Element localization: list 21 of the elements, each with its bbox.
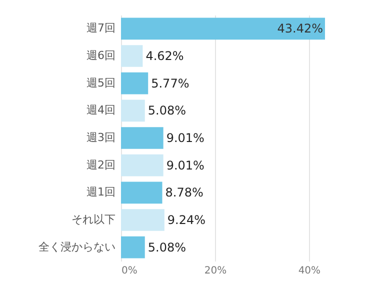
y-tick-label: 週4回 — [86, 104, 116, 117]
y-tick-label: 全く浸からない — [38, 240, 116, 254]
data-label: 43.42% — [277, 22, 323, 36]
data-label: 9.01% — [166, 131, 204, 145]
y-tick-label: 週5回 — [86, 76, 116, 90]
data-label: 5.77% — [151, 76, 190, 90]
data-label: 5.08% — [148, 104, 186, 118]
data-label: 4.62% — [146, 49, 184, 63]
data-label: 9.01% — [166, 158, 204, 172]
x-tick-label: 20% — [204, 266, 227, 276]
data-label: 9.24% — [167, 213, 206, 227]
y-tick-label: 週7回 — [86, 22, 116, 35]
y-tick-label: 週2回 — [86, 158, 116, 172]
x-tick-label: 40% — [298, 266, 321, 276]
y-tick-label: 週3回 — [86, 131, 116, 144]
x-tick-label: 0% — [122, 266, 138, 276]
data-label: 5.08% — [148, 240, 186, 254]
y-tick-label: それ以下 — [72, 213, 116, 226]
y-tick-label: 週1回 — [86, 186, 116, 199]
y-tick-label: 週6回 — [86, 49, 116, 62]
data-label: 8.78% — [165, 186, 204, 200]
